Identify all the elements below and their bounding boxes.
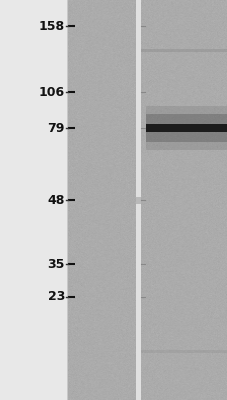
Bar <box>145 114 226 142</box>
Text: 106: 106 <box>39 86 65 98</box>
Bar <box>135 197 141 204</box>
Text: 48: 48 <box>47 194 65 206</box>
Bar <box>145 106 226 150</box>
Text: 35: 35 <box>47 258 65 270</box>
Bar <box>68 0 135 400</box>
Bar <box>145 124 226 132</box>
Bar <box>135 0 141 400</box>
Bar <box>141 49 227 52</box>
Bar <box>141 350 227 353</box>
Text: 158: 158 <box>39 20 65 32</box>
Bar <box>141 0 227 400</box>
Text: 23: 23 <box>47 290 65 303</box>
Bar <box>0 0 67 400</box>
Text: 79: 79 <box>47 122 65 134</box>
